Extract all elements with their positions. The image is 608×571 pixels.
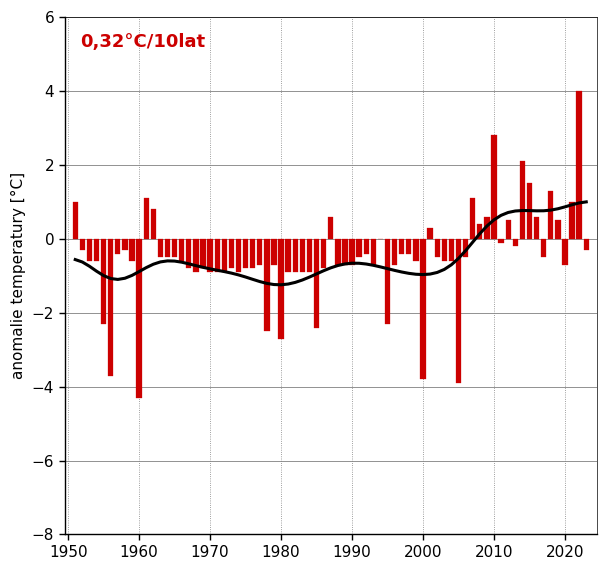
Bar [356, 239, 362, 258]
Bar [72, 202, 78, 239]
Bar [399, 239, 404, 254]
Bar [584, 239, 589, 250]
Bar [115, 239, 120, 254]
Bar [505, 220, 511, 239]
Bar [101, 239, 106, 324]
Bar [200, 239, 206, 268]
Bar [321, 239, 326, 268]
Bar [314, 239, 319, 328]
Bar [186, 239, 192, 268]
Bar [499, 239, 504, 243]
Bar [130, 239, 135, 261]
Bar [520, 161, 525, 239]
Bar [513, 239, 518, 246]
Bar [257, 239, 263, 265]
Bar [562, 239, 568, 265]
Bar [335, 239, 340, 265]
Bar [328, 216, 333, 239]
Bar [534, 216, 539, 239]
Bar [441, 239, 447, 261]
Bar [157, 239, 163, 258]
Bar [136, 239, 142, 398]
Bar [427, 228, 433, 239]
Bar [151, 210, 156, 239]
Bar [108, 239, 114, 376]
Bar [406, 239, 412, 254]
Bar [207, 239, 213, 272]
Bar [392, 239, 397, 265]
Bar [278, 239, 284, 339]
Bar [420, 239, 426, 379]
Bar [193, 239, 199, 272]
Bar [80, 239, 85, 250]
Bar [555, 220, 561, 239]
Bar [292, 239, 298, 272]
Bar [484, 216, 489, 239]
Bar [165, 239, 170, 258]
Bar [229, 239, 234, 268]
Bar [527, 183, 532, 239]
Bar [215, 239, 220, 272]
Bar [286, 239, 291, 272]
Bar [179, 239, 184, 261]
Y-axis label: anomalie temperatury [°C]: anomalie temperatury [°C] [11, 172, 26, 379]
Text: 0,32°C/10lat: 0,32°C/10lat [81, 33, 206, 51]
Bar [222, 239, 227, 272]
Bar [569, 202, 575, 239]
Bar [143, 198, 149, 239]
Bar [350, 239, 354, 265]
Bar [477, 224, 482, 239]
Bar [385, 239, 390, 324]
Bar [250, 239, 255, 268]
Bar [463, 239, 468, 258]
Bar [87, 239, 92, 261]
Bar [435, 239, 440, 258]
Bar [541, 239, 547, 258]
Bar [236, 239, 241, 272]
Bar [371, 239, 376, 265]
Bar [456, 239, 461, 383]
Bar [307, 239, 312, 272]
Bar [413, 239, 418, 261]
Bar [243, 239, 248, 268]
Bar [172, 239, 178, 258]
Bar [300, 239, 305, 272]
Bar [122, 239, 128, 250]
Bar [470, 198, 475, 239]
Bar [264, 239, 269, 331]
Bar [491, 135, 497, 239]
Bar [342, 239, 348, 265]
Bar [94, 239, 99, 261]
Bar [548, 191, 553, 239]
Bar [449, 239, 454, 261]
Bar [271, 239, 277, 265]
Bar [364, 239, 369, 254]
Bar [576, 91, 582, 239]
